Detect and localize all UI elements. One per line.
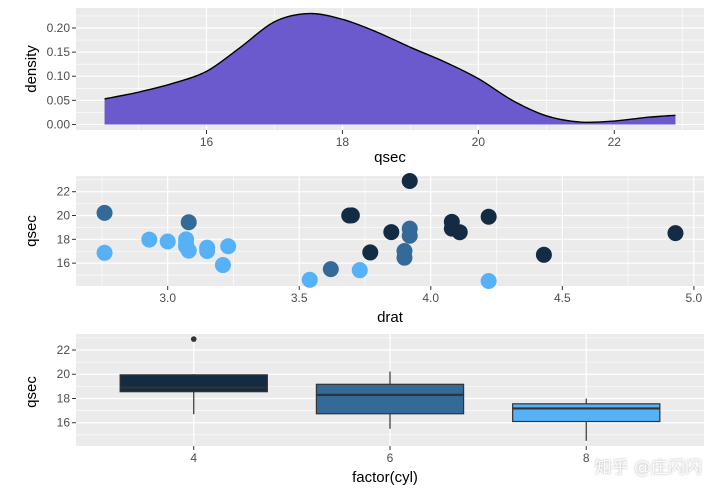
scatter-x-axis-title: drat (377, 309, 404, 326)
scatter-point (343, 207, 360, 224)
scatter-point (301, 271, 318, 288)
boxplot-x-axis-title: factor(cyl) (352, 469, 418, 486)
density-x-tick-label: 16 (200, 135, 214, 149)
boxplot-box (119, 374, 268, 393)
boxplot-x-tick-label: 8 (583, 451, 590, 465)
scatter-point (396, 243, 413, 259)
boxplot-y-tick-label: 16 (57, 416, 71, 430)
scatter-points (96, 173, 684, 289)
scatter-point (383, 224, 400, 241)
scatter-y-tick-label: 20 (57, 209, 71, 223)
scatter-point (159, 233, 176, 250)
density-y-axis-title: density (23, 45, 40, 93)
scatter-point (96, 244, 113, 261)
scatter-y-ticks: 16 18 20 22 (57, 185, 76, 270)
scatter-point (180, 214, 197, 231)
boxplot-y-ticks: 16 18 20 22 (57, 343, 76, 430)
density-y-ticks: 0.00 0.05 0.10 0.15 0.20 (47, 21, 76, 131)
scatter-x-ticks: 3.0 3.5 4.0 4.5 5.0 (159, 286, 703, 305)
boxplot-y-axis-title: qsec (23, 376, 40, 408)
scatter-x-tick-label: 3.0 (159, 291, 176, 305)
scatter-point (214, 257, 231, 274)
scatter-y-tick-label: 18 (57, 232, 71, 246)
scatter-point (362, 244, 379, 261)
watermark-text: 知乎 @庄闪闪 (594, 458, 702, 478)
boxplot-outlier (190, 336, 197, 342)
density-line (104, 12, 676, 124)
density-x-tick-label: 22 (608, 135, 622, 149)
scatter-point (351, 262, 368, 279)
scatter-point (535, 246, 552, 263)
boxplot-y-tick-label: 18 (57, 391, 71, 405)
scatter-point (220, 238, 237, 255)
scatter-point (180, 242, 197, 259)
scatter-point (480, 208, 497, 225)
boxplot-y-tick-label: 22 (57, 343, 71, 357)
scatter-y-axis-title: qsec (23, 215, 40, 247)
boxplot-x-ticks: 4 6 8 (190, 446, 590, 465)
scatter-point (322, 261, 339, 278)
scatter-y-tick-label: 16 (57, 256, 71, 270)
scatter-point (401, 173, 418, 189)
scatter-panel: 16 18 20 22 3.0 3.5 4.0 4.5 5.0 drat qsec (23, 173, 704, 326)
density-x-tick-label: 18 (336, 135, 350, 149)
scatter-x-tick-label: 5.0 (686, 291, 703, 305)
density-y-tick-label: 0.20 (47, 21, 71, 35)
scatter-point (199, 239, 216, 256)
density-x-ticks: 16 18 20 22 (200, 130, 621, 149)
scatter-point (451, 224, 468, 241)
density-area (104, 13, 676, 125)
scatter-point (141, 231, 158, 248)
scatter-point (96, 204, 113, 221)
density-y-tick-label: 0.15 (47, 45, 71, 59)
scatter-x-tick-label: 4.5 (554, 291, 571, 305)
scatter-x-tick-label: 4.0 (422, 291, 439, 305)
density-y-tick-label: 0.00 (47, 117, 71, 131)
boxplot-marks (119, 336, 661, 441)
density-y-tick-label: 0.05 (47, 93, 71, 107)
scatter-point (401, 220, 418, 237)
boxplot-y-tick-label: 20 (57, 367, 71, 381)
boxplot-box (512, 403, 661, 423)
scatter-point (667, 225, 684, 242)
boxplot-panel: 16 18 20 22 4 6 8 factor(cyl) qsec (23, 334, 704, 486)
scatter-y-tick-label: 22 (57, 185, 71, 199)
boxplot-box (315, 383, 465, 415)
density-x-axis-title: qsec (374, 149, 406, 166)
density-x-tick-label: 20 (472, 135, 486, 149)
boxplot-x-tick-label: 6 (387, 451, 394, 465)
boxplot-x-tick-label: 4 (190, 451, 197, 465)
density-y-tick-label: 0.10 (47, 69, 71, 83)
density-marks (104, 12, 676, 125)
density-panel: 0.00 0.05 0.10 0.15 0.20 16 18 20 22 qsec densi… (23, 8, 704, 166)
scatter-point (480, 273, 497, 289)
scatter-x-tick-label: 3.5 (291, 291, 308, 305)
